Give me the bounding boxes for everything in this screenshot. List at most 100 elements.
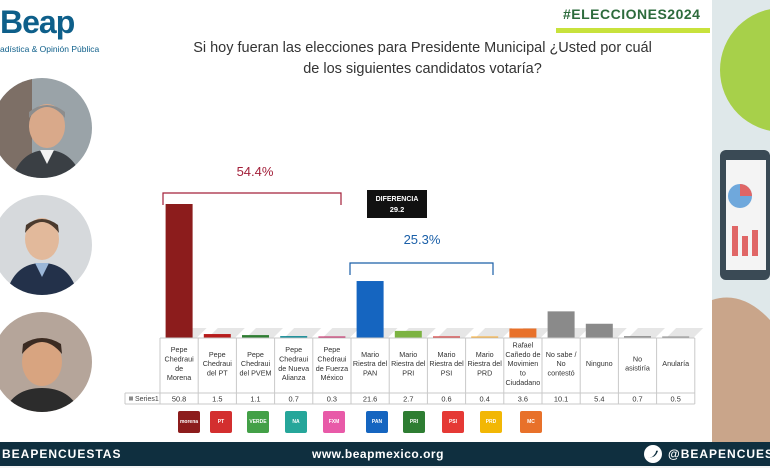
twitter-icon (644, 445, 662, 463)
category-label: Mario (399, 350, 417, 359)
psi-logo: PSI (442, 411, 464, 433)
bar (318, 336, 346, 338)
category-label: to (520, 369, 526, 378)
category-label: Riestra del (391, 359, 426, 368)
category-label: PAN (363, 368, 377, 377)
difference-value: 29.2 (390, 205, 405, 214)
category-label: Mario (438, 350, 456, 359)
value-label: 5.4 (594, 395, 604, 404)
category-label: Ciudadano (506, 378, 541, 387)
bar (433, 336, 460, 338)
value-label: 21.6 (363, 395, 377, 404)
bar (280, 336, 308, 338)
footer-twitter-handle[interactable]: @BEAPENCUESTAS (668, 447, 770, 461)
value-label: 0.7 (632, 395, 642, 404)
footer-bar: BEAPENCUESTAS www.beapmexico.org @BEAPEN… (0, 442, 770, 466)
category-label: Pepe (324, 345, 341, 354)
footer-handle-left: BEAPENCUESTAS (2, 447, 122, 461)
question-line-1: Si hoy fueran las elecciones para Presid… (193, 40, 652, 56)
group2-bracket (349, 262, 494, 275)
panal-logo: NA (285, 411, 307, 433)
category-label: No sabe / (546, 350, 577, 359)
bar (394, 330, 422, 338)
value-label: 0.5 (671, 395, 681, 404)
difference-label: DIFERENCIA (376, 196, 419, 203)
value-label: 0.6 (441, 395, 451, 404)
fxm-logo: FXM (323, 411, 345, 433)
category-label: Pepe (171, 345, 188, 354)
category-label: México (321, 373, 344, 382)
category-label: Cañedo de (505, 350, 540, 359)
bar (165, 204, 193, 338)
category-label: de Fuerza (316, 364, 348, 373)
bar (242, 335, 269, 338)
slide: Beap adística & Opinión Pública #ELECCIO… (0, 0, 712, 442)
hashtag-underline (556, 28, 710, 33)
category-label: Ninguno (586, 359, 613, 368)
logo-subtitle: adística & Opinión Pública (0, 44, 100, 54)
bar (547, 311, 575, 338)
category-label: de Nueva (278, 364, 309, 373)
bar (203, 334, 231, 338)
prd-logo: PRD (480, 411, 502, 433)
value-label: 50.8 (172, 395, 186, 404)
category-label: de (175, 364, 183, 373)
hashtag: #ELECCIONES2024 (563, 6, 701, 22)
category-label: contestó (548, 368, 575, 377)
bar (509, 328, 537, 338)
morena-logo: morena (178, 411, 200, 433)
bar (624, 336, 651, 338)
category-label: Pepe (247, 350, 264, 359)
value-label: 0.7 (289, 395, 299, 404)
category-label: asistiría (625, 364, 650, 373)
category-label: Chedraui (165, 355, 195, 364)
group1-percentage: 54.4% (237, 164, 274, 179)
bar (662, 336, 690, 338)
bar-shadow (284, 328, 322, 338)
difference-box (367, 190, 427, 218)
value-label: 3.6 (518, 395, 528, 404)
value-label: 1.1 (250, 395, 260, 404)
bar-shadow (322, 328, 360, 338)
candidate-photo-1 (0, 78, 92, 178)
bar (585, 323, 613, 338)
category-label: del PT (207, 368, 228, 377)
legend-key (129, 396, 133, 401)
legend-series-name: Series1 (135, 396, 159, 403)
group2-percentage: 25.3% (404, 232, 441, 247)
bar (471, 336, 499, 338)
footer-website-link[interactable]: www.beapmexico.org (312, 447, 444, 461)
bar-shadow (437, 328, 474, 338)
value-label: 10.1 (554, 395, 568, 404)
survey-question: Si hoy fueran las elecciones para Presid… (150, 38, 695, 80)
question-line-2: de los siguientes candidatos votaría? (303, 61, 542, 77)
category-label: Chedraui (241, 359, 271, 368)
category-label: Alianza (282, 373, 306, 382)
group1-bracket (162, 192, 342, 205)
decorative-photo-strip (712, 0, 770, 442)
category-label: No (633, 354, 642, 363)
beap-logo: Beap adística & Opinión Pública (0, 2, 120, 54)
category-label: Chedraui (279, 355, 309, 364)
bar-shadow (628, 328, 665, 338)
value-label: 2.7 (403, 395, 413, 404)
category-label: del PVEM (240, 368, 272, 377)
category-label: No (556, 359, 565, 368)
mc-logo: MC (520, 411, 542, 433)
category-label: PRI (402, 368, 414, 377)
value-label: 1.5 (212, 395, 222, 404)
logo-wordmark: Beap (0, 4, 75, 40)
pan-logo: PAN (366, 411, 388, 433)
pri-logo: PRI (403, 411, 425, 433)
category-label: Pepe (209, 350, 226, 359)
category-label: PRD (477, 368, 492, 377)
category-label: Mario (476, 350, 494, 359)
pt-logo: PT (210, 411, 232, 433)
category-label: PSI (441, 368, 453, 377)
bar-shadow (666, 328, 704, 338)
category-label: Mario (361, 350, 379, 359)
category-label: Anularía (662, 359, 689, 368)
category-label: Pepe (285, 345, 302, 354)
category-label: Riestra del (429, 359, 464, 368)
